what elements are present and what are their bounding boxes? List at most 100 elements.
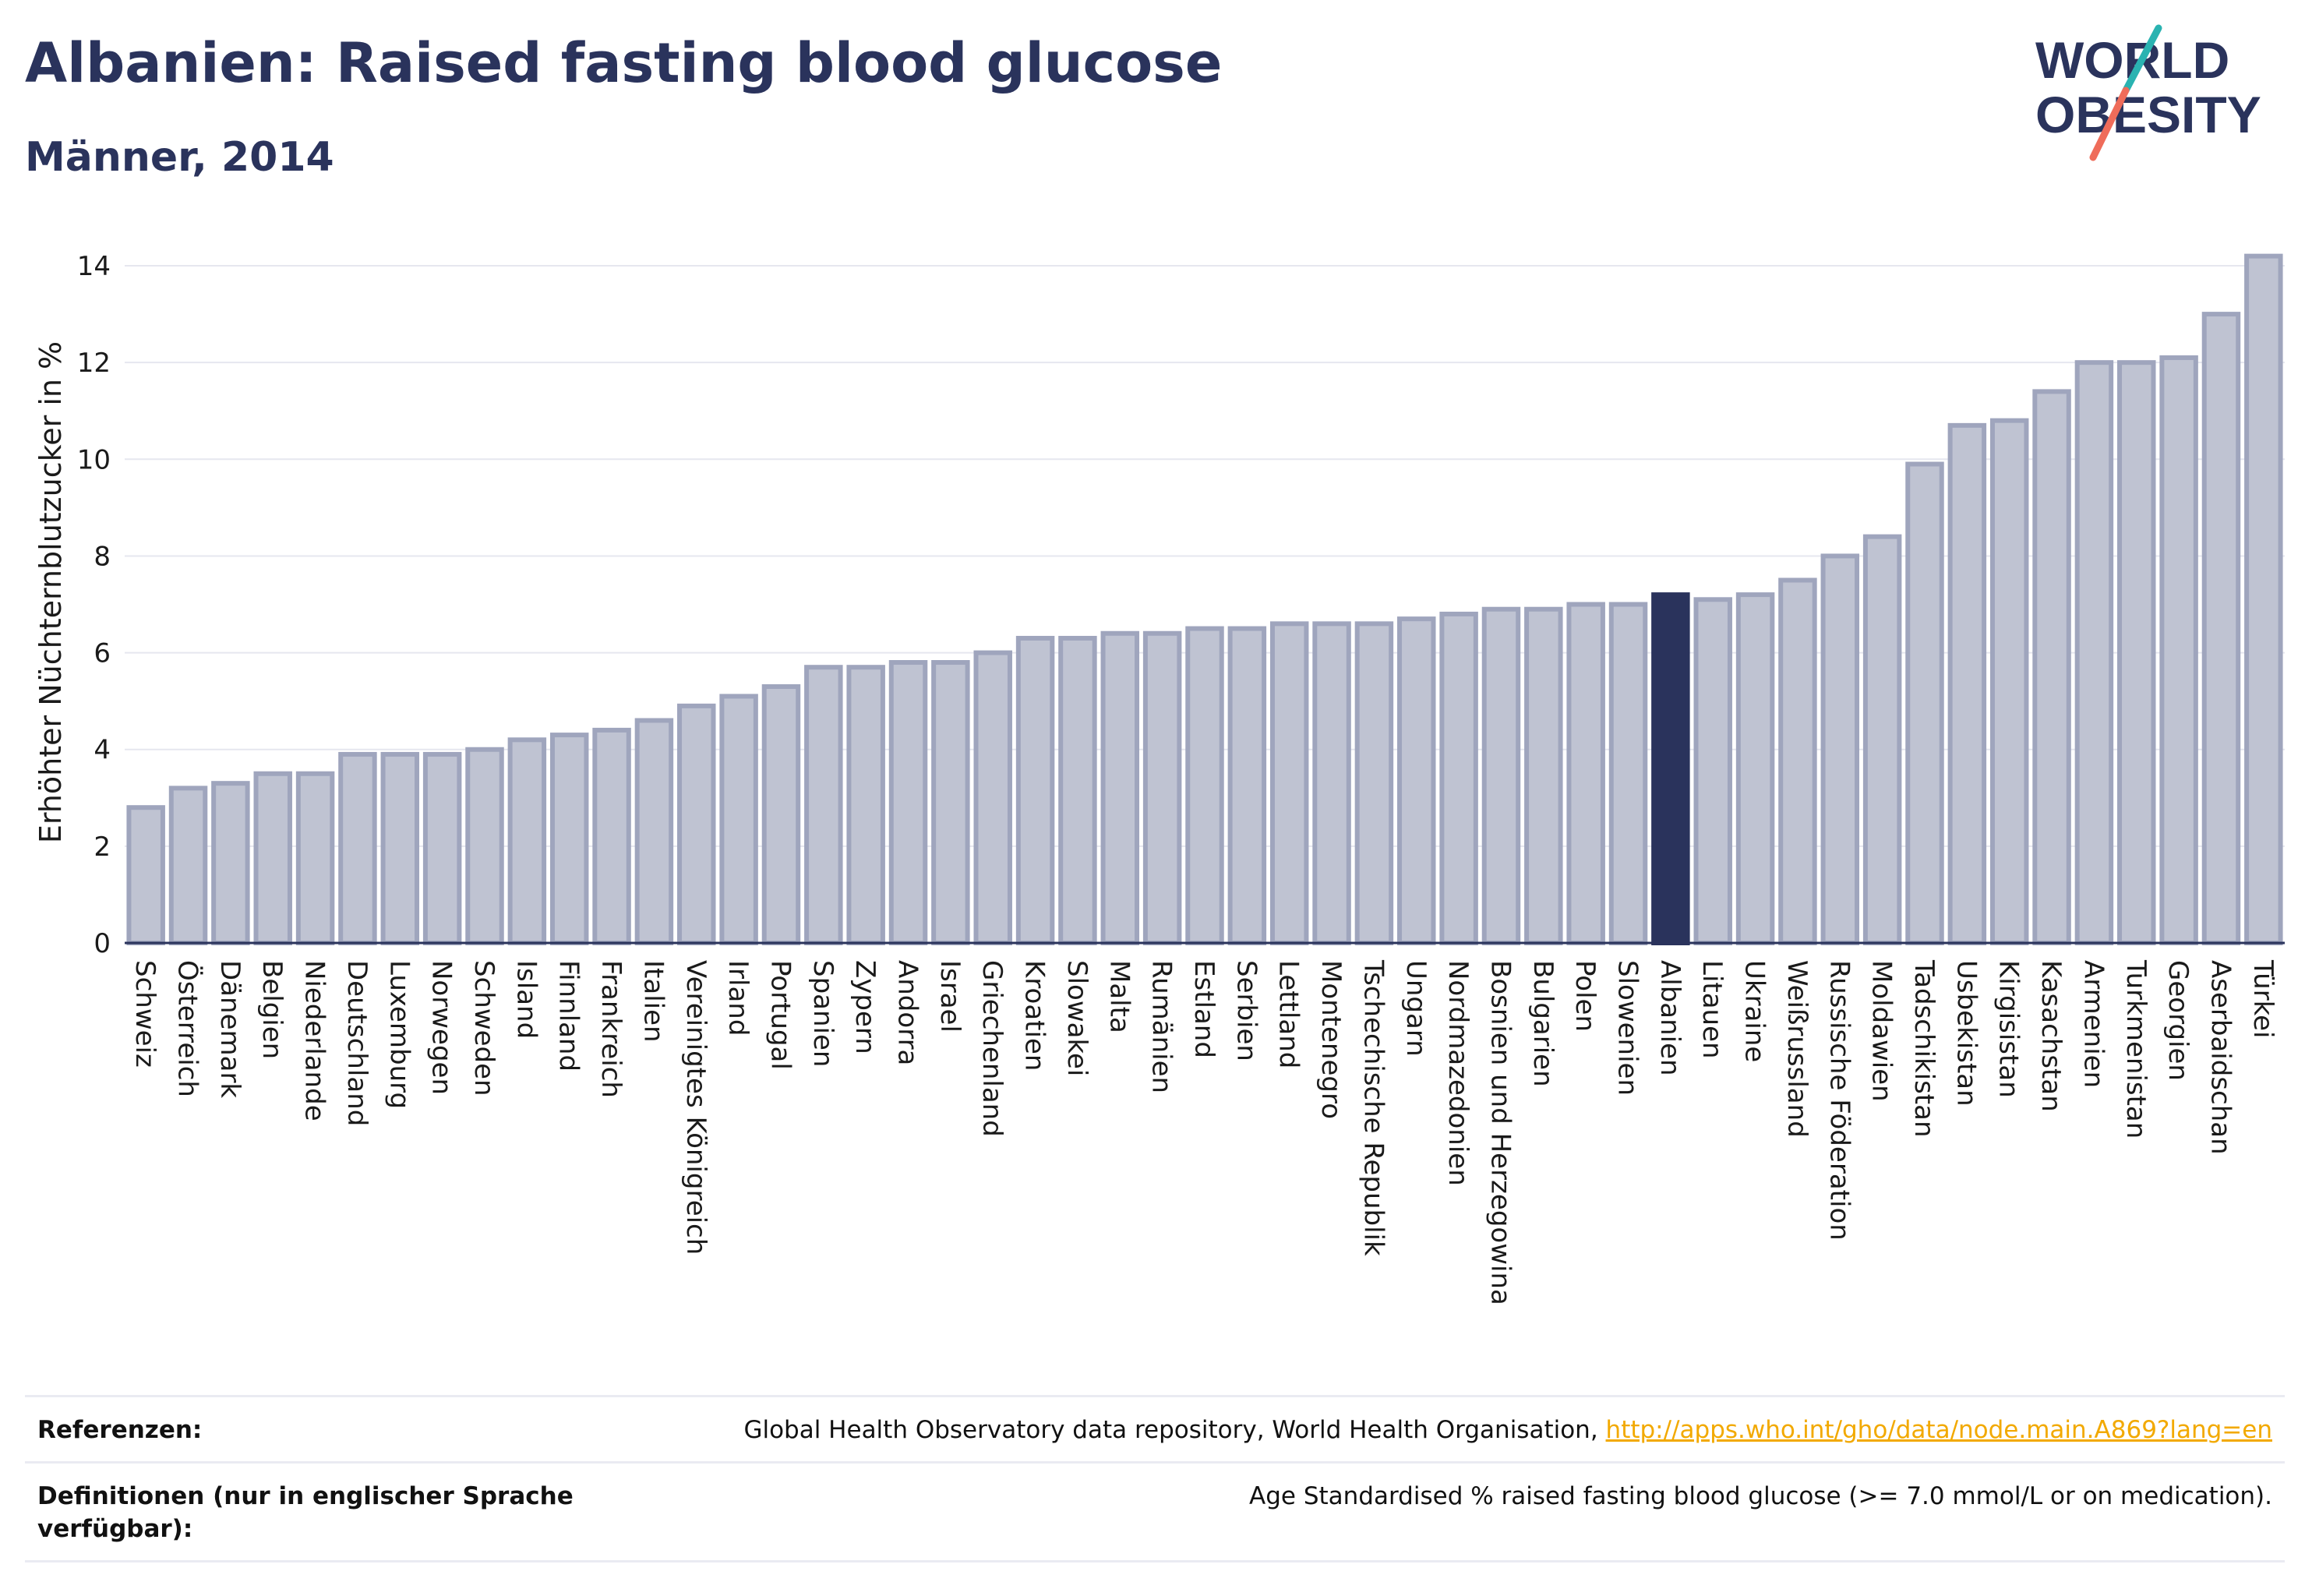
bar [888, 660, 928, 945]
x-category-label: Rumänien [1146, 960, 1177, 1093]
bar [2159, 355, 2198, 945]
bar [126, 805, 165, 946]
x-category-label: Litauen [1696, 960, 1728, 1059]
y-tick-label: 10 [77, 444, 111, 475]
x-category-label: Zypern [849, 960, 881, 1054]
definitions-label: Definitionen (nur in englischer Sprache … [37, 1481, 574, 1543]
x-category-label: Luxemburg [383, 960, 415, 1109]
bar [2032, 389, 2071, 945]
x-category-label: Estland [1188, 960, 1220, 1058]
x-category-label: Andorra [892, 960, 923, 1065]
bar [168, 786, 208, 946]
bar [2244, 253, 2283, 946]
bar [549, 733, 589, 945]
y-tick-label: 2 [94, 832, 111, 863]
y-tick-label: 6 [94, 638, 111, 669]
bar [846, 665, 885, 945]
logo-word-obesity: OBESITY [2035, 86, 2261, 143]
bar [1397, 616, 1436, 945]
bar [1566, 602, 1605, 945]
bars [126, 253, 2283, 946]
x-category-label: Israel [934, 960, 965, 1033]
logo-slash-coral-icon [2089, 87, 2130, 161]
footer-table: Referenzen: Global Health Observatory da… [25, 1395, 2285, 1562]
x-category-label: Portugal [764, 960, 796, 1070]
bar [761, 684, 801, 945]
bar [338, 751, 377, 945]
x-category-label: Turkmenistan [2120, 959, 2151, 1139]
x-category-label: Bulgarien [1527, 960, 1558, 1087]
bar [2074, 360, 2114, 945]
bar [465, 747, 504, 945]
x-category-label: Irland [722, 960, 754, 1036]
y-tick-labels: 0 2 4 6 8 10 12 14 [77, 251, 111, 959]
bar [1058, 635, 1097, 945]
logo-slash-teal-icon [2122, 24, 2162, 94]
world-obesity-logo: WORLD OBESITY [2035, 24, 2261, 161]
bar [295, 771, 335, 945]
bar [1989, 418, 2029, 945]
x-category-label: Armenien [2077, 960, 2109, 1088]
bar [1269, 621, 1309, 946]
x-category-label: Schweiz [129, 960, 161, 1068]
bar [1862, 534, 1902, 945]
chart-subtitle: Männer, 2014 [25, 134, 334, 181]
x-category-label: Moldawien [1866, 960, 1897, 1102]
x-category-labels: Schweiz Österreich Dänemark Belgien Niederla… [129, 959, 2279, 1305]
references-text: Global Health Observatory data repositor… [743, 1416, 1606, 1444]
x-category-label: Griechenland [976, 960, 1008, 1137]
references-link[interactable]: http://apps.who.int/gho/data/node.main.A… [1605, 1416, 2272, 1444]
bar [719, 694, 758, 946]
bar [1481, 606, 1521, 945]
bar [973, 650, 1012, 945]
bar [1778, 577, 1817, 946]
bar [1185, 626, 1224, 945]
x-category-label: Spanien [807, 960, 838, 1067]
y-tick-label: 4 [94, 735, 111, 766]
x-category-label: Vereinigtes Königreich [680, 960, 711, 1255]
bar [1947, 422, 1987, 945]
x-category-label: Bosnien und Herzegowina [1484, 960, 1516, 1305]
x-category-label: Belgien [256, 960, 288, 1059]
x-category-label: Nordmazedonien [1442, 960, 1474, 1186]
x-category-label: Dänemark [214, 960, 245, 1098]
y-tick-label: 14 [77, 251, 111, 282]
bar [634, 718, 674, 946]
x-category-label: Frankreich [595, 960, 627, 1098]
x-category-label: Deutschland [341, 960, 372, 1126]
bar [1820, 553, 1860, 946]
bar [211, 781, 250, 946]
x-category-label: Usbekistan [1950, 960, 1982, 1107]
bar-chart: 0 2 4 6 8 10 12 14 Schweiz Österreich Dänemark Bel… [34, 251, 2285, 1305]
bar [2117, 360, 2156, 945]
y-tick-label: 12 [77, 348, 111, 379]
bar [1608, 602, 1648, 945]
bar [1142, 630, 1182, 945]
y-tick-label: 8 [94, 541, 111, 572]
y-axis-label: Erhöhter Nüchternblutzucker in % [34, 341, 68, 843]
x-category-label: Slowenien [1612, 960, 1643, 1096]
x-category-label: Kroatien [1019, 960, 1050, 1071]
bar [2201, 312, 2241, 945]
references-value: Global Health Observatory data repositor… [743, 1414, 2272, 1447]
bar [931, 660, 970, 945]
x-category-label: Ukraine [1739, 960, 1770, 1062]
x-category-label: Weißrussland [1781, 960, 1813, 1138]
x-category-label: Island [510, 960, 542, 1039]
x-category-label: Türkei [2247, 959, 2279, 1038]
x-category-label: Serbien [1230, 960, 1262, 1061]
x-category-label: Italien [637, 960, 669, 1043]
bar [253, 771, 292, 945]
bar [804, 665, 843, 945]
x-category-label: Montenegro [1315, 960, 1347, 1119]
bar [677, 703, 716, 945]
bar [1905, 461, 1944, 945]
x-category-label: Tadschikistan [1908, 959, 1940, 1138]
x-category-label: Kirgisistan [1993, 960, 2024, 1098]
x-category-label: Lettland [1273, 960, 1304, 1068]
x-category-label: Albanien [1654, 960, 1686, 1076]
x-category-label: Österreich [172, 960, 204, 1097]
bar [1693, 597, 1732, 946]
x-category-label: Schweden [468, 960, 499, 1096]
x-category-label: Ungarn [1400, 960, 1431, 1057]
